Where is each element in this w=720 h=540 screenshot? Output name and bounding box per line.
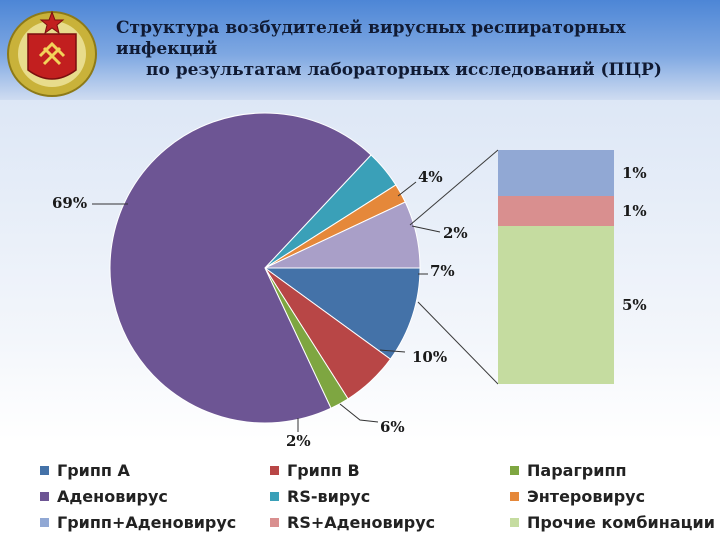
breakdown-bar: [498, 150, 614, 384]
bar-segment: [498, 196, 614, 226]
legend-swatch: [270, 466, 279, 475]
pie-slice: [263, 267, 421, 360]
pie-data-label: 7%: [430, 262, 455, 280]
pie-data-label: 4%: [418, 168, 443, 186]
bar-data-label: 1%: [622, 202, 647, 220]
legend-item: Грипп В: [270, 458, 360, 484]
chart-legend: Грипп А Грипп В Парагрипп Аденовирус RS-виру…: [40, 458, 720, 540]
legend-swatch: [40, 492, 49, 501]
leader-line: [379, 349, 406, 353]
header-banner: [0, 0, 720, 100]
bar-segment: [498, 226, 614, 384]
legend-label: Грипп А: [57, 461, 130, 480]
legend-label: RS+Аденовирус: [287, 513, 436, 532]
connector-line: [409, 149, 499, 226]
legend-label: Грипп В: [287, 461, 360, 480]
pie-data-label: 10%: [412, 348, 447, 366]
legend-item: Аденовирус: [40, 484, 168, 510]
title-line-2: по результатам лабораторных исследований…: [146, 60, 662, 80]
legend-item: Парагрипп: [510, 458, 627, 484]
legend-item: RS-вирус: [270, 484, 370, 510]
military-emblem-icon: [7, 10, 97, 97]
legend-item: Прочие комбинации: [510, 510, 715, 536]
bar-data-label: 5%: [622, 296, 647, 314]
bar-data-label: 1%: [622, 164, 647, 182]
legend-item: RS+Аденовирус: [270, 510, 435, 536]
legend-label: Прочие комбинации: [527, 513, 715, 532]
leader-line: [397, 181, 417, 197]
title-line-1: Структура возбудителей вирусных респират…: [116, 18, 626, 59]
legend-swatch: [510, 492, 519, 501]
pie-data-label: 69%: [52, 194, 87, 212]
legend-label: RS-вирус: [287, 487, 371, 506]
legend-swatch: [270, 492, 279, 501]
pie-data-label: 6%: [380, 418, 405, 436]
legend-swatch: [510, 466, 519, 475]
bar-segment: [498, 150, 614, 196]
legend-swatch: [40, 466, 49, 475]
pie-slice: [109, 112, 372, 424]
leader-line: [339, 403, 379, 423]
legend-item: Грипп+Аденовирус: [40, 510, 236, 536]
connector-line: [417, 301, 499, 385]
legend-item: Грипп А: [40, 458, 130, 484]
pie-data-label: 2%: [443, 224, 468, 242]
legend-item: Энтеровирус: [510, 484, 645, 510]
legend-label: Аденовирус: [57, 487, 168, 506]
legend-swatch: [270, 518, 279, 527]
legend-label: Парагрипп: [527, 461, 627, 480]
page-title: Структура возбудителей вирусных респират…: [116, 18, 706, 81]
legend-label: Грипп+Аденовирус: [57, 513, 237, 532]
emblem: [7, 10, 97, 97]
pie-slice: [264, 201, 421, 269]
pie: [109, 112, 421, 424]
legend-swatch: [40, 518, 49, 527]
leader-line: [411, 225, 441, 233]
legend-swatch: [510, 518, 519, 527]
pie-data-label: 2%: [286, 432, 311, 450]
legend-label: Энтеровирус: [527, 487, 646, 506]
